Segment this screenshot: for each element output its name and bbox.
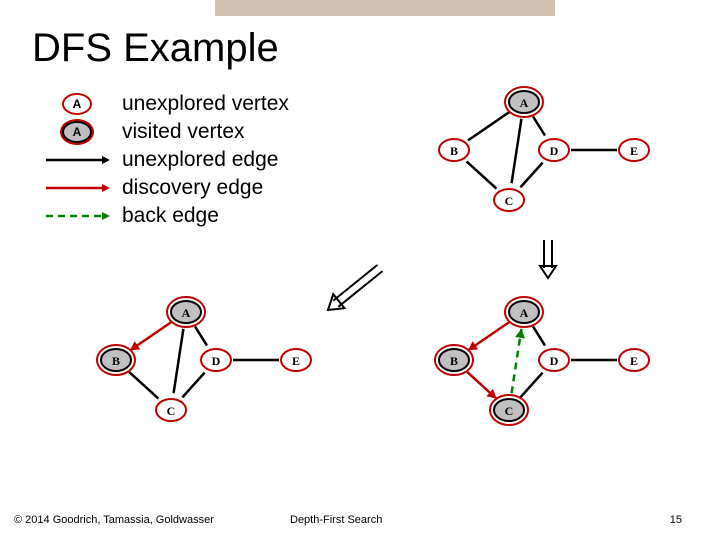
edge xyxy=(129,371,159,398)
node-label: D xyxy=(212,354,221,368)
graph-g2: A B D E C xyxy=(96,300,326,430)
legend: Aunexplored vertexAvisited vertexunexplo… xyxy=(32,90,289,230)
node-label: A xyxy=(520,306,529,320)
arr-g1-to-g3 xyxy=(536,228,560,290)
edge xyxy=(468,112,510,141)
edge xyxy=(512,329,522,393)
edge xyxy=(533,116,545,135)
legend-row: unexplored edge xyxy=(32,146,289,174)
node-label: D xyxy=(550,144,559,158)
legend-key xyxy=(32,153,122,167)
edge xyxy=(520,373,542,398)
node-label: C xyxy=(505,194,514,208)
legend-key: A xyxy=(32,121,122,143)
legend-edge-icon xyxy=(42,209,112,223)
legend-row: discovery edge xyxy=(32,174,289,202)
node-label: D xyxy=(550,354,559,368)
arr-legend-to-g2 xyxy=(316,256,392,322)
legend-label: back edge xyxy=(122,204,219,228)
node-label: B xyxy=(112,354,120,368)
legend-label: discovery edge xyxy=(122,176,263,200)
legend-row: back edge xyxy=(32,202,289,230)
node-label: E xyxy=(292,354,300,368)
legend-edge-icon xyxy=(42,181,112,195)
topbar xyxy=(215,0,555,16)
edge xyxy=(467,161,497,188)
graph-g1: A B D E C xyxy=(434,90,664,220)
legend-vertex-icon: A xyxy=(62,93,92,115)
edge xyxy=(533,326,545,345)
node-label: B xyxy=(450,354,458,368)
node-label: C xyxy=(167,404,176,418)
edge xyxy=(195,326,207,345)
legend-label: unexplored vertex xyxy=(122,92,289,116)
edge xyxy=(182,373,204,398)
legend-key xyxy=(32,209,122,223)
legend-label: unexplored edge xyxy=(122,148,278,172)
edge xyxy=(174,329,184,393)
legend-label: visited vertex xyxy=(122,120,245,144)
footer-right: 15 xyxy=(670,514,682,526)
legend-key: A xyxy=(32,93,122,115)
legend-vertex-icon: A xyxy=(62,121,92,143)
node-label: E xyxy=(630,144,638,158)
graph-g3: A B D E C xyxy=(434,300,664,430)
edge xyxy=(512,119,522,183)
node-label: C xyxy=(505,404,514,418)
legend-key xyxy=(32,181,122,195)
legend-row: Avisited vertex xyxy=(32,118,289,146)
node-label: E xyxy=(630,354,638,368)
node-label: A xyxy=(520,96,529,110)
node-label: A xyxy=(182,306,191,320)
legend-edge-icon xyxy=(42,153,112,167)
footer-center: Depth-First Search xyxy=(290,514,382,526)
node-label: B xyxy=(450,144,458,158)
legend-row: Aunexplored vertex xyxy=(32,90,289,118)
edge xyxy=(520,163,542,188)
page-title: DFS Example xyxy=(32,26,279,71)
footer-left: © 2014 Goodrich, Tamassia, Goldwasser xyxy=(14,514,214,526)
